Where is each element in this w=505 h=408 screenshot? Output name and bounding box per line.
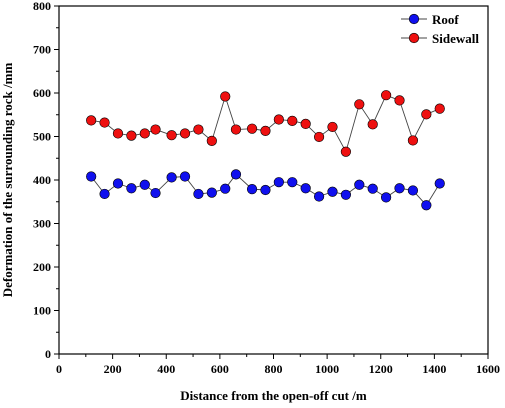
data-point-roof bbox=[126, 183, 137, 194]
data-point-sidewall bbox=[327, 121, 338, 133]
data-point-roof bbox=[327, 186, 338, 197]
data-point-roof bbox=[179, 171, 191, 182]
data-point-roof bbox=[150, 187, 161, 199]
data-point-roof bbox=[300, 183, 311, 194]
legend-item-sidewall: Sidewall bbox=[401, 31, 479, 46]
data-point-sidewall bbox=[246, 123, 258, 134]
data-point-sidewall bbox=[367, 119, 378, 130]
data-point-sidewall bbox=[407, 135, 419, 146]
data-point-sidewall bbox=[434, 103, 445, 114]
x-tick-label: 200 bbox=[104, 362, 122, 376]
x-tick-label: 600 bbox=[211, 362, 229, 376]
data-point-roof bbox=[354, 179, 365, 190]
data-point-roof bbox=[367, 183, 378, 194]
x-tick-label: 1400 bbox=[422, 362, 446, 376]
data-point-sidewall bbox=[381, 90, 392, 101]
legend-marker-sidewall bbox=[408, 32, 420, 44]
data-point-roof bbox=[421, 200, 432, 211]
data-point-roof bbox=[340, 189, 351, 200]
data-point-roof bbox=[394, 183, 405, 194]
data-point-roof bbox=[206, 187, 217, 198]
y-axis-title: Deformation of the surrounding rock /mm bbox=[0, 63, 15, 298]
y-tick-label: 500 bbox=[33, 130, 51, 144]
y-tick-label: 200 bbox=[33, 260, 51, 274]
data-point-sidewall bbox=[166, 130, 177, 141]
data-point-sidewall bbox=[313, 131, 325, 143]
y-tick-label: 0 bbox=[45, 347, 51, 361]
x-tick-label: 800 bbox=[265, 362, 283, 376]
data-point-sidewall bbox=[354, 99, 365, 110]
data-point-roof bbox=[273, 177, 284, 188]
data-point-roof bbox=[434, 178, 445, 189]
data-point-roof bbox=[260, 184, 271, 196]
y-tick-label: 600 bbox=[33, 86, 51, 100]
data-point-sidewall bbox=[220, 91, 231, 102]
data-point-roof bbox=[246, 184, 258, 195]
legend-label-sidewall: Sidewall bbox=[432, 31, 479, 46]
data-point-sidewall bbox=[340, 146, 351, 157]
legend-item-roof: Roof bbox=[401, 12, 459, 27]
plot-frame bbox=[58, 5, 489, 355]
y-tick-label: 400 bbox=[33, 173, 51, 187]
x-tick-label: 1000 bbox=[315, 362, 339, 376]
data-point-roof bbox=[139, 179, 150, 190]
data-point-roof bbox=[86, 171, 97, 182]
x-tick-label: 0 bbox=[56, 362, 62, 376]
data-point-roof bbox=[381, 192, 392, 203]
x-tick-label: 1600 bbox=[476, 362, 500, 376]
y-tick-label: 100 bbox=[33, 304, 51, 318]
legend-label-roof: Roof bbox=[432, 12, 459, 27]
data-point-sidewall bbox=[287, 115, 298, 126]
data-point-sidewall bbox=[230, 124, 242, 135]
data-point-sidewall bbox=[139, 128, 150, 139]
data-point-sidewall bbox=[150, 124, 161, 135]
data-point-roof bbox=[287, 177, 298, 188]
legend-marker-roof bbox=[408, 13, 420, 25]
data-point-sidewall bbox=[86, 115, 97, 126]
plot-area bbox=[58, 5, 489, 355]
x-tick-label: 1200 bbox=[369, 362, 393, 376]
data-point-roof bbox=[112, 178, 124, 189]
data-point-roof bbox=[99, 188, 110, 200]
series-sidewall bbox=[86, 90, 445, 157]
series-layer bbox=[86, 90, 445, 211]
data-point-roof bbox=[193, 188, 204, 200]
series-roof bbox=[86, 169, 445, 211]
x-tick-label: 400 bbox=[157, 362, 175, 376]
data-point-roof bbox=[166, 172, 177, 183]
x-axis-ticks: 0 200 400 600 800 1000 1200 1400 1600 bbox=[56, 354, 500, 376]
data-point-sidewall bbox=[193, 124, 204, 135]
legend: Roof Sidewall bbox=[401, 12, 479, 46]
data-point-sidewall bbox=[126, 130, 137, 141]
y-tick-label: 700 bbox=[33, 43, 51, 57]
data-point-roof bbox=[230, 169, 242, 180]
data-point-sidewall bbox=[179, 128, 191, 139]
data-point-roof bbox=[313, 191, 325, 202]
data-point-sidewall bbox=[112, 128, 124, 139]
y-tick-label: 300 bbox=[33, 217, 51, 231]
data-point-sidewall bbox=[421, 109, 432, 120]
y-axis-ticks: 0 100 200 300 400 500 600 700 800 bbox=[33, 0, 59, 361]
y-tick-label: 800 bbox=[33, 0, 51, 13]
data-point-sidewall bbox=[300, 118, 311, 129]
data-point-sidewall bbox=[394, 95, 405, 106]
data-point-roof bbox=[407, 185, 419, 196]
data-point-sidewall bbox=[260, 125, 271, 136]
series-line-sidewall bbox=[91, 94, 440, 153]
data-point-roof bbox=[220, 183, 231, 194]
data-point-sidewall bbox=[273, 114, 284, 125]
x-axis-title: Distance from the open-off cut /m bbox=[180, 388, 367, 403]
data-point-sidewall bbox=[206, 135, 217, 146]
data-point-sidewall bbox=[99, 117, 110, 128]
